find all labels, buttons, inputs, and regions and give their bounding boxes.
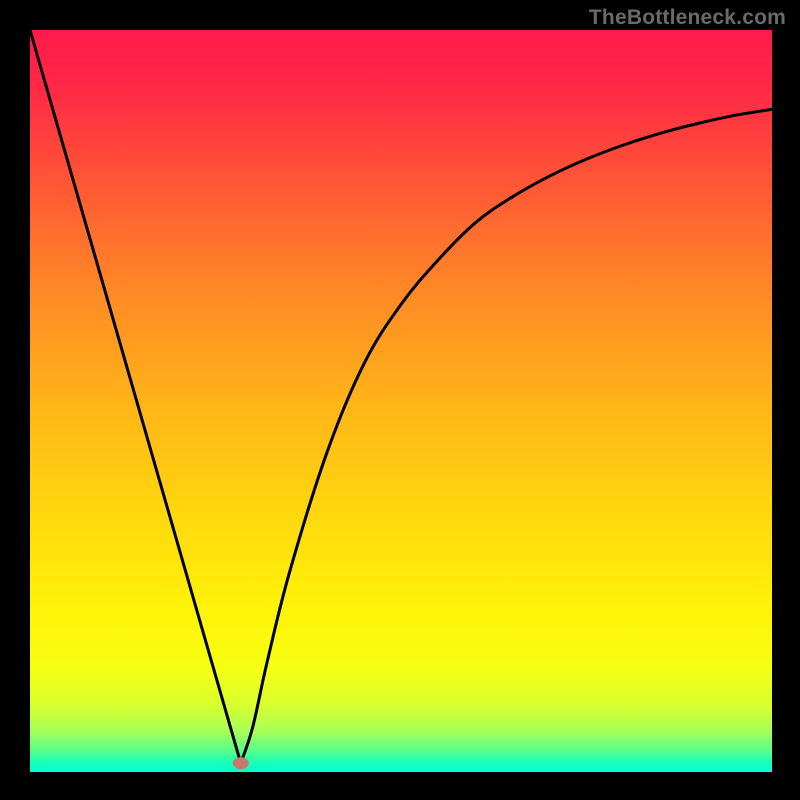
chart-container: TheBottleneck.com bbox=[0, 0, 800, 800]
chart-svg bbox=[0, 0, 800, 800]
watermark-text: TheBottleneck.com bbox=[589, 6, 786, 30]
plot-background bbox=[30, 30, 772, 772]
plot-group bbox=[30, 30, 772, 772]
minimum-marker bbox=[233, 757, 249, 769]
